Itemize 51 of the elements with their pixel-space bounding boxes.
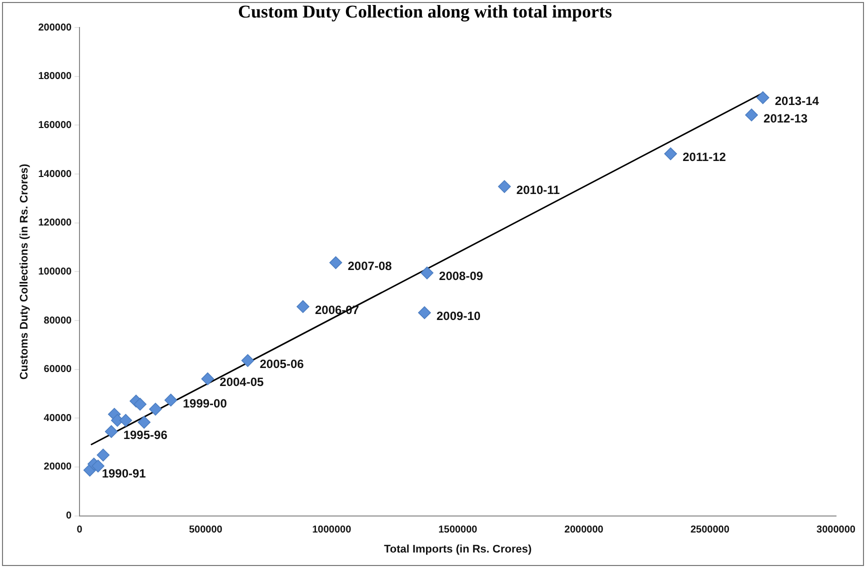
annotation: 2004-05 (220, 375, 264, 390)
annotation: 2012-13 (764, 111, 808, 126)
annotation: 2008-09 (439, 269, 484, 284)
chart-title: Custom Duty Collection along with total imports (238, 1, 612, 22)
x-axis-title: Total Imports (in Rs. Crores) (384, 543, 532, 556)
point (138, 416, 151, 429)
annotation: 2005-06 (260, 356, 304, 371)
point (418, 306, 431, 320)
y-tick-label: 80000 (44, 315, 72, 326)
y-tick-label: 60000 (44, 364, 72, 376)
point (92, 460, 104, 472)
y-tick-label: 180000 (38, 71, 72, 82)
annotation: 2009-10 (436, 309, 481, 324)
x-tick-label: 0 (76, 524, 83, 536)
point (104, 425, 118, 438)
point (241, 354, 254, 367)
y-tick-label: 200000 (38, 22, 72, 34)
x-tick-label: 1000000 (312, 524, 352, 536)
point (149, 402, 162, 416)
y-tick-label: 0 (66, 510, 72, 522)
y-tick-label: 140000 (38, 168, 72, 180)
point (201, 372, 214, 386)
y-tick-label: 20000 (44, 462, 72, 473)
point (756, 91, 770, 104)
point (420, 266, 434, 280)
point (296, 300, 310, 314)
point (498, 180, 511, 193)
annotation: 1995-96 (123, 428, 168, 442)
annotation: 1990-91 (102, 466, 146, 480)
point (134, 398, 146, 411)
annotation: 2007-08 (348, 258, 392, 273)
y-tick-label: 40000 (44, 412, 72, 424)
x-tick-label: 2000000 (564, 524, 604, 536)
x-tick-label: 3000000 (816, 524, 856, 536)
point (164, 394, 178, 406)
annotation: 1999-00 (182, 396, 228, 410)
point (664, 147, 677, 160)
point (745, 108, 758, 122)
y-tick-label: 120000 (38, 218, 72, 229)
point (119, 414, 132, 427)
x-tick-label: 2500000 (690, 524, 730, 536)
point (96, 448, 110, 462)
annotation: 2011-12 (682, 150, 726, 164)
y-axis-title: Customs Duty Collections (in Rs. Crores) (18, 163, 31, 380)
annotation: 2010-11 (516, 182, 560, 197)
annotation: 2013-14 (774, 94, 820, 108)
y-tick-label: 100000 (38, 266, 72, 278)
point (329, 256, 342, 270)
y-tick-label: 160000 (38, 120, 72, 131)
x-tick-label: 1500000 (438, 524, 478, 536)
x-tick-label: 500000 (188, 524, 223, 536)
